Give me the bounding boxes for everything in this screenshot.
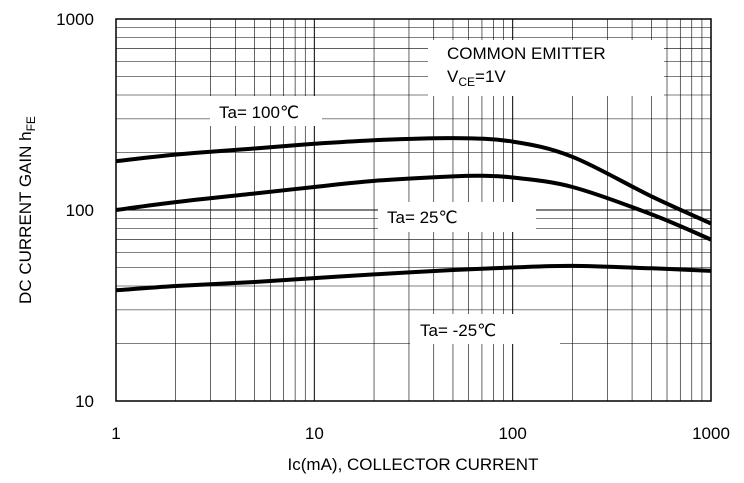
series-label-minus25: Ta= -25℃ (420, 321, 496, 340)
x-tick-label: 1000 (692, 424, 730, 443)
y-axis-title-sub: FE (24, 116, 38, 131)
y-tick-label: 10 (75, 392, 94, 411)
y-tick-label: 100 (66, 201, 94, 220)
condition-line-1: COMMON EMITTER (447, 44, 606, 63)
condition-box (428, 40, 664, 96)
series-lines (115, 136, 712, 293)
label-bg-25 (378, 202, 536, 232)
x-tick-label: 1 (111, 424, 120, 443)
y-tick-label: 1000 (56, 10, 94, 29)
x-tick-label: 100 (498, 424, 526, 443)
condition-vce-value: =1V (475, 67, 506, 86)
y-tick-labels: 10 100 1000 (56, 10, 94, 411)
x-tick-label: 10 (305, 424, 324, 443)
label-bg-minus25 (410, 314, 560, 344)
condition-vce-main: V (447, 67, 459, 86)
series-line-2 (115, 263, 712, 293)
label-bg-100 (210, 96, 322, 126)
y-axis-title-main: DC CURRENT GAIN h (16, 131, 35, 304)
y-axis-title: DC CURRENT GAIN hFE (16, 116, 38, 304)
x-tick-labels: 1 10 100 1000 (111, 424, 730, 443)
series-line-1 (115, 173, 712, 242)
x-axis-title: Ic(mA), COLLECTOR CURRENT (288, 455, 539, 474)
series-line-0 (115, 136, 712, 226)
series-label-25: Ta= 25℃ (387, 208, 458, 227)
series-label-100: Ta= 100℃ (219, 103, 299, 122)
condition-line-2: VCE=1V (447, 67, 506, 89)
condition-vce-sub: CE (458, 75, 475, 89)
